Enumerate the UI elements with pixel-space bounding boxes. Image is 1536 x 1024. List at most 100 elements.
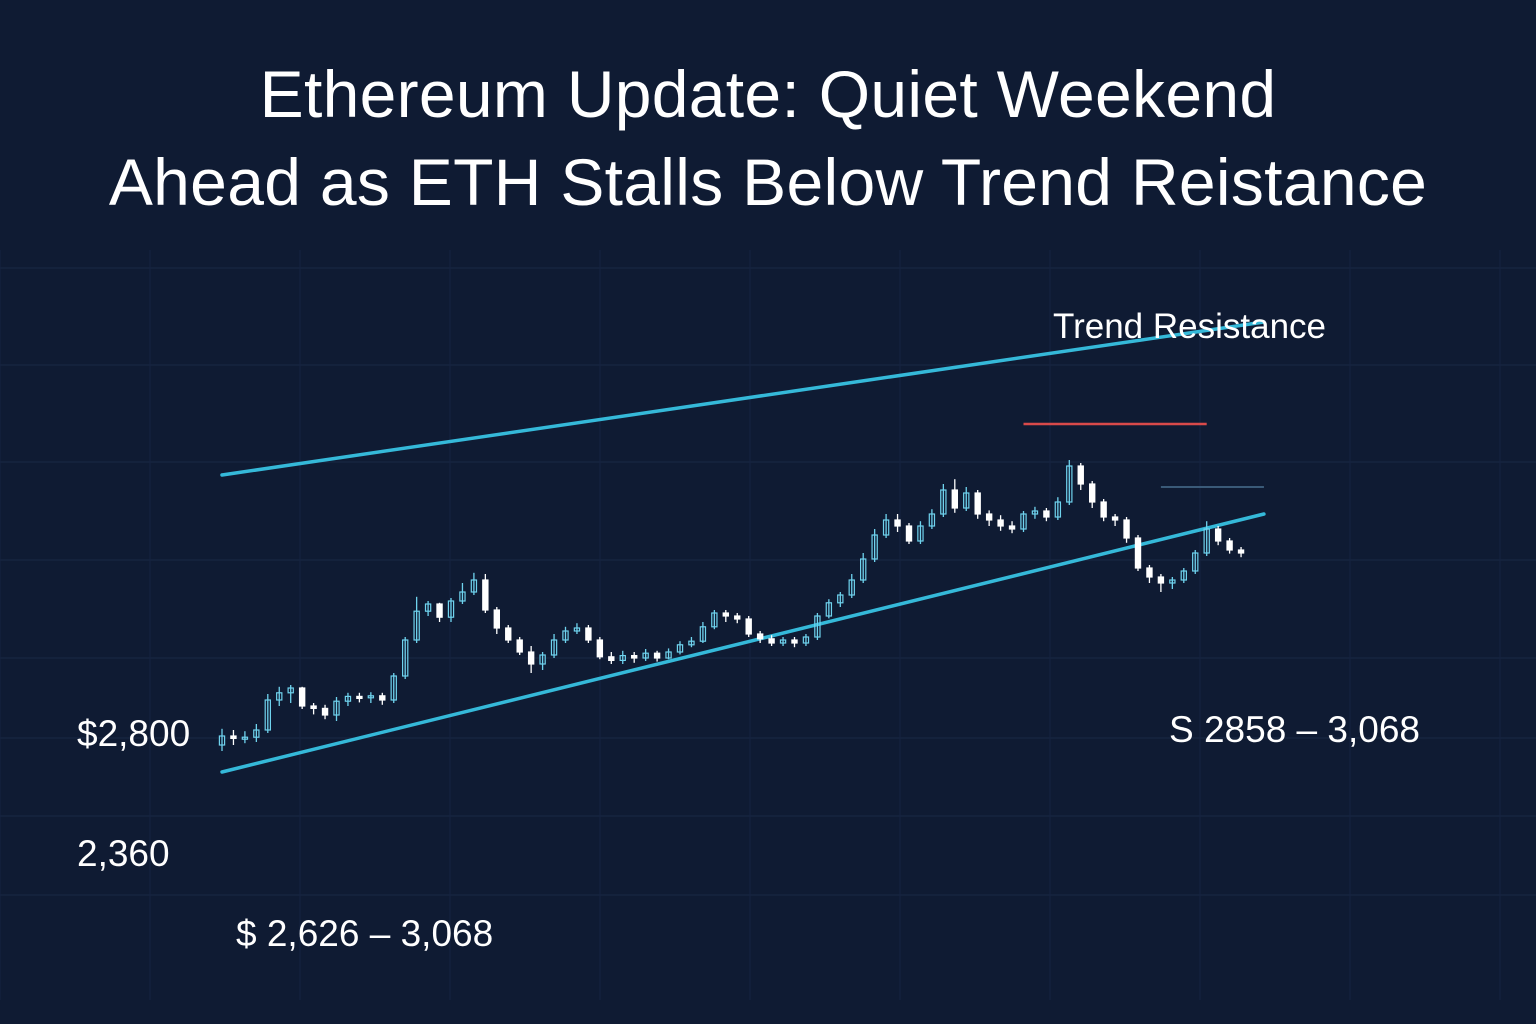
candle-body-15 bbox=[390, 675, 397, 701]
candle-body-84 bbox=[1180, 570, 1187, 581]
candle-84 bbox=[1180, 568, 1187, 583]
candle-body-38 bbox=[653, 652, 661, 659]
candle-29 bbox=[550, 634, 558, 658]
candle-body-58 bbox=[882, 519, 890, 536]
candle-body-60 bbox=[905, 525, 913, 542]
candle-14 bbox=[379, 692, 386, 705]
candle-82 bbox=[1157, 574, 1165, 592]
candle-body-55 bbox=[848, 579, 855, 596]
candle-56 bbox=[859, 553, 867, 583]
candle-body-7 bbox=[298, 687, 306, 707]
candle-38 bbox=[653, 650, 661, 662]
candle-body-48 bbox=[768, 638, 775, 644]
candle-16 bbox=[402, 637, 409, 679]
candle-4 bbox=[264, 694, 272, 733]
candle-36 bbox=[630, 652, 638, 663]
candle-body-49 bbox=[779, 639, 787, 644]
title-line-2: Ahead as ETH Stalls Below Trend Reistanc… bbox=[108, 145, 1428, 219]
candle-11 bbox=[344, 692, 352, 706]
candle-body-8 bbox=[310, 705, 317, 710]
candle-35 bbox=[619, 650, 626, 664]
candle-body-66 bbox=[974, 492, 981, 515]
candle-23 bbox=[482, 574, 489, 613]
candle-body-22 bbox=[470, 579, 478, 593]
candle-body-18 bbox=[424, 603, 432, 612]
candle-body-5 bbox=[276, 692, 283, 701]
trend-resistance-label: Trend Resistance bbox=[1053, 307, 1326, 346]
candle-67 bbox=[985, 510, 993, 526]
candle-75 bbox=[1077, 463, 1084, 490]
candle-body-9 bbox=[321, 707, 329, 716]
candle-body-0 bbox=[218, 735, 226, 746]
candle-body-3 bbox=[253, 729, 260, 738]
candle-40 bbox=[676, 641, 684, 655]
candle-0 bbox=[218, 728, 226, 751]
candle-body-12 bbox=[356, 695, 363, 700]
candle-88 bbox=[1226, 538, 1233, 554]
candle-body-47 bbox=[756, 633, 764, 640]
candle-25 bbox=[505, 625, 512, 643]
candle-body-45 bbox=[734, 615, 741, 620]
candle-body-26 bbox=[516, 639, 523, 653]
candle-33 bbox=[596, 637, 604, 660]
candle-body-88 bbox=[1226, 540, 1233, 551]
candle-62 bbox=[928, 509, 936, 529]
candle-47 bbox=[756, 631, 764, 643]
candle-body-16 bbox=[402, 639, 409, 677]
candle-body-51 bbox=[802, 636, 810, 644]
candle-body-32 bbox=[585, 627, 592, 641]
candle-body-67 bbox=[985, 513, 993, 521]
candle-30 bbox=[562, 626, 569, 643]
candle-39 bbox=[665, 648, 672, 660]
candle-8 bbox=[310, 703, 317, 715]
candle-21 bbox=[459, 583, 466, 604]
candle-body-41 bbox=[688, 640, 695, 646]
candle-body-74 bbox=[1066, 465, 1073, 503]
candle-body-35 bbox=[619, 654, 626, 661]
candle-10 bbox=[333, 697, 340, 721]
candle-70 bbox=[1020, 511, 1027, 532]
candle-body-23 bbox=[482, 579, 489, 611]
candle-27 bbox=[527, 646, 535, 673]
candle-body-73 bbox=[1054, 501, 1062, 518]
candle-body-68 bbox=[997, 519, 1004, 527]
candle-body-4 bbox=[264, 699, 272, 731]
candle-body-30 bbox=[562, 630, 569, 641]
candle-body-52 bbox=[814, 615, 821, 638]
candle-body-34 bbox=[608, 656, 615, 661]
candle-body-33 bbox=[596, 639, 604, 658]
candle-body-89 bbox=[1237, 549, 1245, 554]
candle-body-61 bbox=[917, 525, 924, 542]
candle-89 bbox=[1237, 547, 1245, 558]
candle-body-39 bbox=[665, 651, 672, 659]
candle-body-76 bbox=[1088, 483, 1096, 503]
chart-grid bbox=[0, 250, 1536, 1000]
candle-body-53 bbox=[825, 602, 833, 617]
candlesticks bbox=[218, 460, 1245, 751]
candle-17 bbox=[413, 596, 420, 643]
candle-body-72 bbox=[1043, 510, 1050, 518]
candle-80 bbox=[1134, 535, 1142, 571]
candle-19 bbox=[436, 602, 443, 622]
candle-body-37 bbox=[642, 652, 649, 659]
candle-body-14 bbox=[379, 695, 386, 701]
candle-69 bbox=[1008, 521, 1016, 534]
candle-body-6 bbox=[287, 687, 294, 694]
price-label-2800: $2,800 bbox=[77, 713, 190, 754]
candle-41 bbox=[688, 637, 695, 648]
candle-body-44 bbox=[722, 612, 730, 617]
trendline-lower bbox=[220, 512, 1266, 774]
candle-body-78 bbox=[1111, 516, 1119, 521]
candle-2 bbox=[241, 731, 249, 744]
candle-37 bbox=[642, 649, 649, 661]
candle-78 bbox=[1111, 514, 1119, 526]
trendline-upper bbox=[220, 320, 1266, 477]
candle-77 bbox=[1100, 499, 1107, 522]
candle-81 bbox=[1146, 565, 1153, 583]
candle-72 bbox=[1043, 508, 1050, 522]
candle-body-1 bbox=[230, 735, 237, 740]
candle-body-77 bbox=[1100, 501, 1107, 518]
candle-26 bbox=[516, 637, 523, 655]
candle-85 bbox=[1192, 550, 1199, 574]
